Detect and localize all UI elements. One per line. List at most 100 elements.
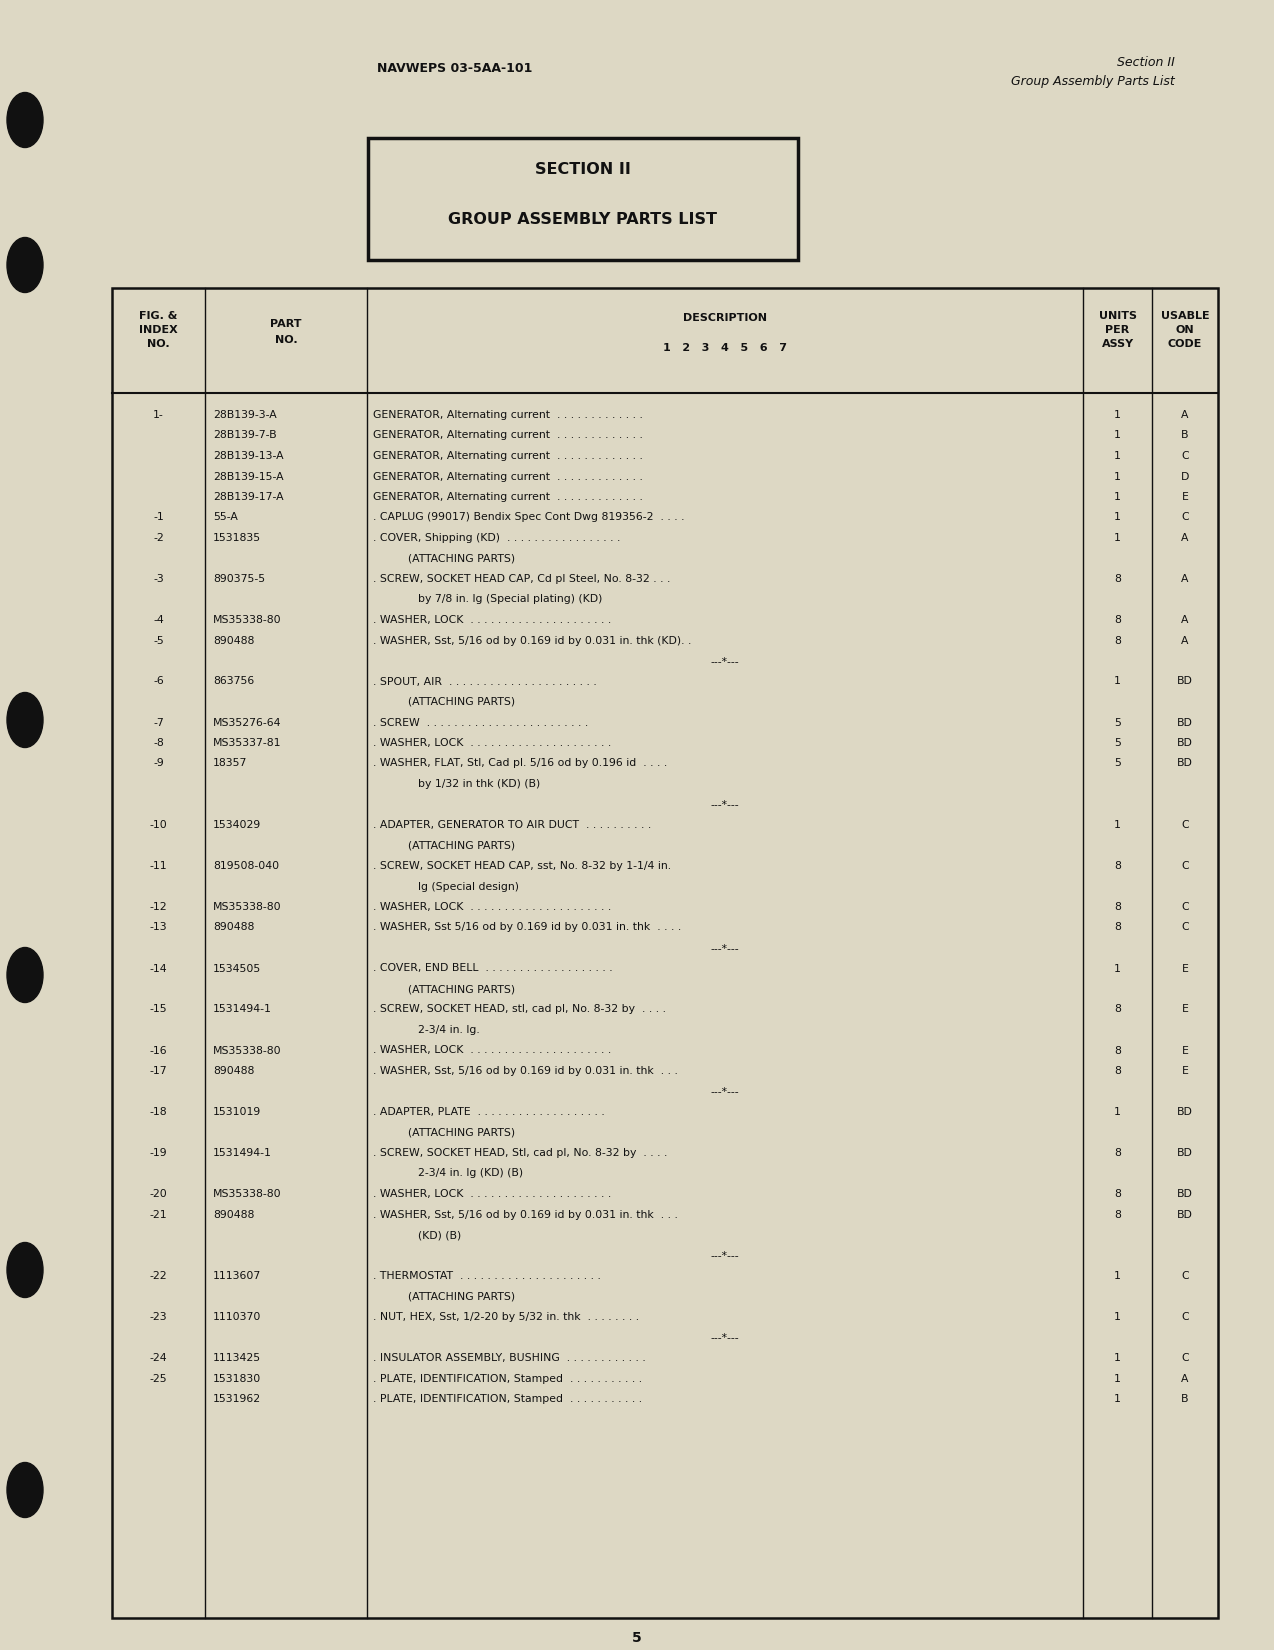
Text: 1531962: 1531962 [213,1394,261,1404]
Text: ---*---: ---*--- [711,657,739,667]
Text: . WASHER, LOCK  . . . . . . . . . . . . . . . . . . . . .: . WASHER, LOCK . . . . . . . . . . . . .… [373,738,612,747]
Text: BD: BD [1177,1209,1192,1219]
Text: 8: 8 [1113,861,1121,871]
Text: UNITS: UNITS [1098,310,1136,322]
Text: BD: BD [1177,1148,1192,1158]
Text: 1: 1 [1113,1312,1121,1322]
Text: USABLE: USABLE [1161,310,1209,322]
Text: 1: 1 [1113,1373,1121,1383]
Text: -11: -11 [149,861,167,871]
Text: 1: 1 [1113,492,1121,502]
Text: ---*---: ---*--- [711,1251,739,1261]
Text: 8: 8 [1113,1148,1121,1158]
Text: . INSULATOR ASSEMBLY, BUSHING  . . . . . . . . . . . .: . INSULATOR ASSEMBLY, BUSHING . . . . . … [373,1353,646,1363]
Text: 8: 8 [1113,903,1121,912]
Text: -16: -16 [149,1046,167,1056]
Text: by 7/8 in. lg (Special plating) (KD): by 7/8 in. lg (Special plating) (KD) [418,594,603,604]
Text: 1: 1 [1113,1394,1121,1404]
Text: 2-3/4 in. lg.: 2-3/4 in. lg. [418,1025,480,1035]
Text: 1534029: 1534029 [213,820,261,830]
Text: -2: -2 [153,533,164,543]
Text: GENERATOR, Alternating current  . . . . . . . . . . . . .: GENERATOR, Alternating current . . . . .… [373,431,643,441]
Text: ---*---: ---*--- [711,800,739,810]
Text: 890488: 890488 [213,635,255,645]
Text: . WASHER, LOCK  . . . . . . . . . . . . . . . . . . . . .: . WASHER, LOCK . . . . . . . . . . . . .… [373,903,612,912]
Text: -19: -19 [149,1148,167,1158]
Text: . WASHER, FLAT, Stl, Cad pl. 5/16 od by 0.196 id  . . . .: . WASHER, FLAT, Stl, Cad pl. 5/16 od by … [373,759,668,769]
Ellipse shape [6,1242,43,1297]
Text: -9: -9 [153,759,164,769]
Text: MS35338-80: MS35338-80 [213,1190,282,1200]
Text: 28B139-13-A: 28B139-13-A [213,450,284,460]
Text: A: A [1181,1373,1189,1383]
Text: 8: 8 [1113,1190,1121,1200]
Text: . WASHER, LOCK  . . . . . . . . . . . . . . . . . . . . .: . WASHER, LOCK . . . . . . . . . . . . .… [373,1046,612,1056]
Text: 28B139-15-A: 28B139-15-A [213,472,284,482]
Text: . PLATE, IDENTIFICATION, Stamped  . . . . . . . . . . .: . PLATE, IDENTIFICATION, Stamped . . . .… [373,1394,642,1404]
Text: PART: PART [270,318,302,328]
Text: . THERMOSTAT  . . . . . . . . . . . . . . . . . . . . .: . THERMOSTAT . . . . . . . . . . . . . .… [373,1270,601,1280]
Bar [368,139,798,261]
Text: -3: -3 [153,574,164,584]
Text: BD: BD [1177,676,1192,686]
Text: 1: 1 [1113,1107,1121,1117]
Text: 5: 5 [632,1630,642,1645]
Text: 1: 1 [1113,409,1121,421]
Text: ON: ON [1176,325,1194,335]
Text: -10: -10 [149,820,167,830]
Text: 8: 8 [1113,1005,1121,1015]
Text: GENERATOR, Alternating current  . . . . . . . . . . . . .: GENERATOR, Alternating current . . . . .… [373,492,643,502]
Text: -12: -12 [149,903,167,912]
Text: by 1/32 in thk (KD) (B): by 1/32 in thk (KD) (B) [418,779,540,789]
Text: (ATTACHING PARTS): (ATTACHING PARTS) [408,696,515,706]
Text: . WASHER, LOCK  . . . . . . . . . . . . . . . . . . . . .: . WASHER, LOCK . . . . . . . . . . . . .… [373,615,612,625]
Text: -20: -20 [149,1190,167,1200]
Text: . COVER, Shipping (KD)  . . . . . . . . . . . . . . . . .: . COVER, Shipping (KD) . . . . . . . . .… [373,533,620,543]
Text: FIG. &: FIG. & [139,310,177,322]
Text: lg (Special design): lg (Special design) [418,881,519,891]
Text: -7: -7 [153,718,164,728]
Text: -24: -24 [149,1353,167,1363]
Text: (ATTACHING PARTS): (ATTACHING PARTS) [408,1292,515,1302]
Text: GENERATOR, Alternating current  . . . . . . . . . . . . .: GENERATOR, Alternating current . . . . .… [373,450,643,460]
Text: 1: 1 [1113,472,1121,482]
Text: -4: -4 [153,615,164,625]
Text: ---*---: ---*--- [711,944,739,954]
Text: 8: 8 [1113,1046,1121,1056]
Text: C: C [1181,450,1189,460]
Text: . NUT, HEX, Sst, 1/2-20 by 5/32 in. thk  . . . . . . . .: . NUT, HEX, Sst, 1/2-20 by 5/32 in. thk … [373,1312,640,1322]
Text: Group Assembly Parts List: Group Assembly Parts List [1012,76,1175,89]
Text: 1: 1 [1113,1353,1121,1363]
Text: 5: 5 [1113,718,1121,728]
Text: A: A [1181,574,1189,584]
Text: . SCREW, SOCKET HEAD, stl, cad pl, No. 8-32 by  . . . .: . SCREW, SOCKET HEAD, stl, cad pl, No. 8… [373,1005,666,1015]
Text: MS35338-80: MS35338-80 [213,1046,282,1056]
Text: (KD) (B): (KD) (B) [418,1229,461,1241]
Text: (ATTACHING PARTS): (ATTACHING PARTS) [408,983,515,993]
Text: 890488: 890488 [213,1209,255,1219]
Text: SECTION II: SECTION II [535,162,631,178]
Text: 1: 1 [1113,533,1121,543]
Text: 8: 8 [1113,574,1121,584]
Text: -17: -17 [149,1066,167,1076]
Text: GROUP ASSEMBLY PARTS LIST: GROUP ASSEMBLY PARTS LIST [448,213,717,228]
Text: DESCRIPTION: DESCRIPTION [683,314,767,323]
Text: 1: 1 [1113,431,1121,441]
Text: GENERATOR, Alternating current  . . . . . . . . . . . . .: GENERATOR, Alternating current . . . . .… [373,409,643,421]
Text: 8: 8 [1113,1066,1121,1076]
Text: 1: 1 [1113,1270,1121,1280]
Text: 5: 5 [1113,738,1121,747]
Bar [112,289,1218,1619]
Text: -13: -13 [149,922,167,932]
Text: . PLATE, IDENTIFICATION, Stamped  . . . . . . . . . . .: . PLATE, IDENTIFICATION, Stamped . . . .… [373,1373,642,1383]
Ellipse shape [6,947,43,1003]
Text: 28B139-3-A: 28B139-3-A [213,409,276,421]
Text: 1531494-1: 1531494-1 [213,1005,271,1015]
Text: 8: 8 [1113,1209,1121,1219]
Text: 1110370: 1110370 [213,1312,261,1322]
Text: A: A [1181,635,1189,645]
Text: -14: -14 [149,964,167,973]
Text: . ADAPTER, GENERATOR TO AIR DUCT  . . . . . . . . . .: . ADAPTER, GENERATOR TO AIR DUCT . . . .… [373,820,651,830]
Text: 1: 1 [1113,676,1121,686]
Text: INDEX: INDEX [139,325,178,335]
